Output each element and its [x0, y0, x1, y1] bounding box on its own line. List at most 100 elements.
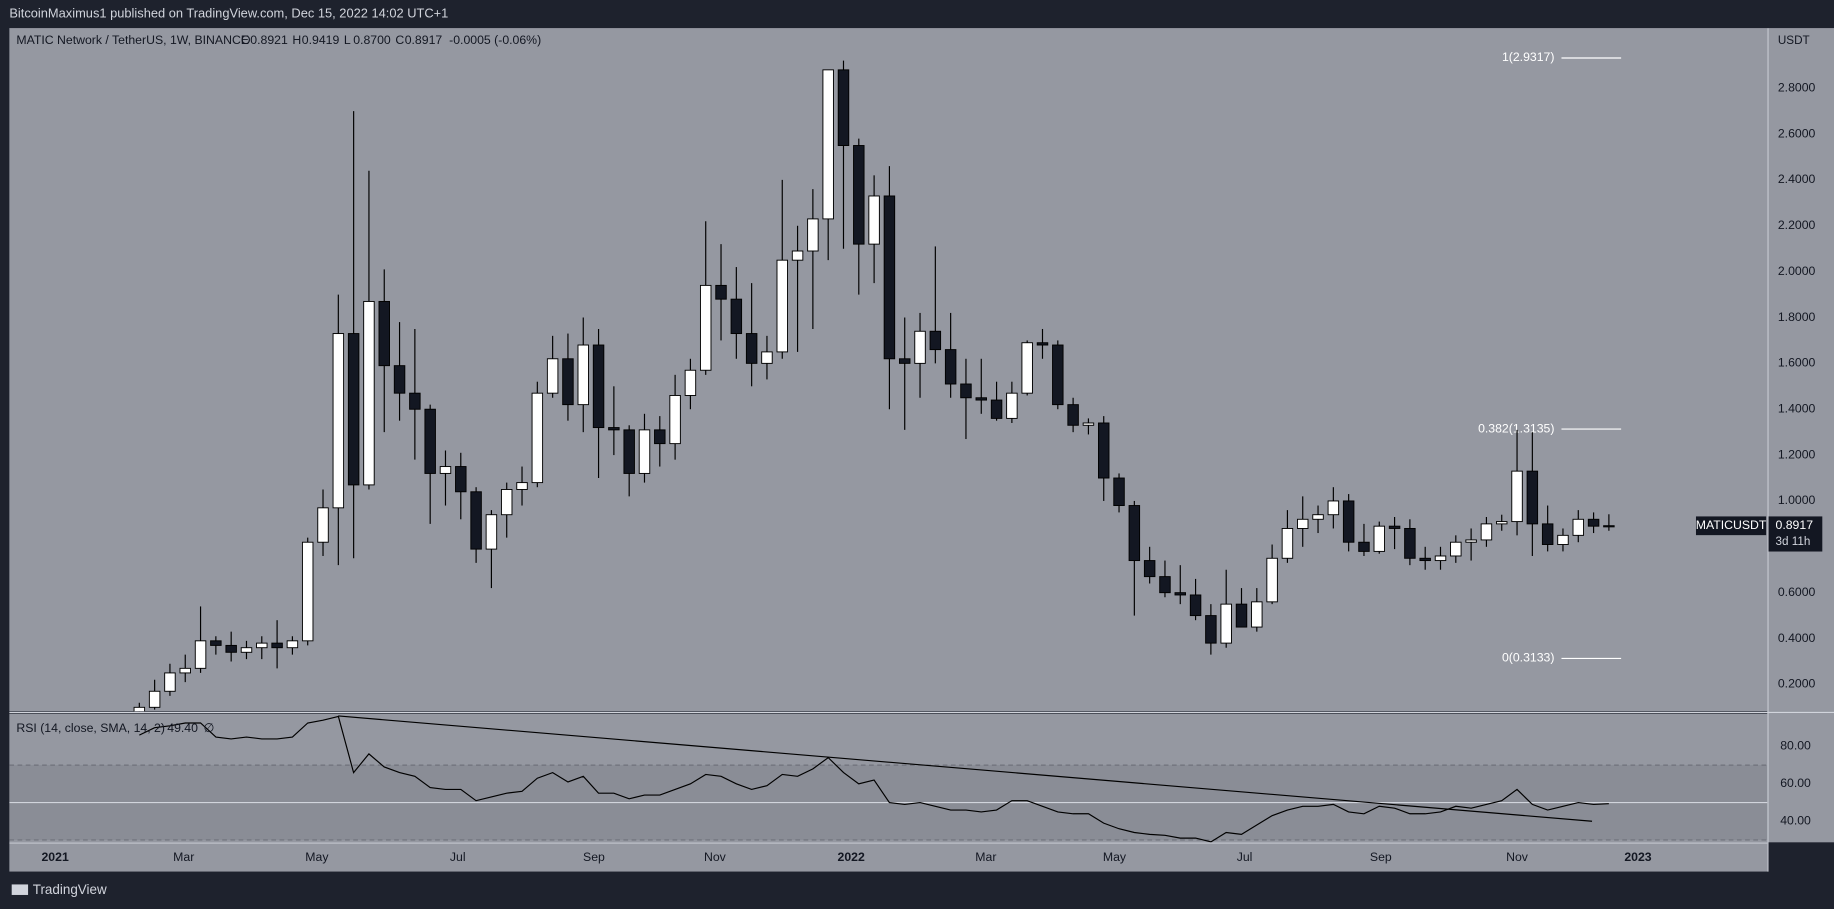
candle-body	[485, 514, 498, 550]
y-tick-label: 1.0000	[1778, 493, 1816, 507]
candle-body	[776, 259, 788, 353]
x-tick-label: May	[305, 850, 329, 864]
x-tick-label: Mar	[975, 850, 996, 864]
x-tick-label: 2023	[1624, 850, 1651, 864]
candle-body	[883, 195, 896, 360]
candle-body	[638, 429, 651, 474]
rsi-value: 49.40	[167, 721, 198, 735]
rsi-plot	[9, 715, 1768, 843]
candle-body	[791, 250, 804, 261]
candle-body	[148, 690, 161, 708]
candle-body	[592, 344, 605, 429]
candle-body	[1388, 525, 1401, 529]
y-tick-label: 40.00	[1780, 814, 1811, 828]
candle-body	[546, 358, 559, 394]
x-tick-label: Sep	[583, 850, 605, 864]
candle-body	[1587, 518, 1600, 527]
x-tick-label: Sep	[1370, 850, 1392, 864]
x-tick-label: Mar	[173, 850, 194, 864]
candle-body	[1006, 392, 1018, 419]
legend-key: O	[241, 33, 251, 47]
price-axis	[1768, 28, 1834, 843]
candle-body	[853, 145, 865, 245]
brand: TradingView	[11, 882, 107, 897]
candle-body	[929, 330, 942, 351]
candle-body	[960, 383, 972, 399]
x-tick-label: Nov	[1506, 850, 1529, 864]
candle-body	[1572, 518, 1585, 536]
candle-body	[301, 541, 314, 642]
candle-body	[1434, 555, 1447, 562]
candle-body	[1021, 342, 1033, 394]
candle-body	[500, 489, 513, 516]
candle-body	[1404, 527, 1416, 559]
candle-body	[393, 365, 406, 394]
candle-body	[1251, 601, 1263, 628]
candle-body	[1297, 518, 1309, 529]
fib-label: 1(2.9317)	[1502, 50, 1555, 64]
candle-body	[256, 642, 268, 649]
y-tick-label: 1.2000	[1778, 447, 1816, 461]
fib-label: 0(0.3133)	[1502, 651, 1555, 665]
legend-value: 0.8921	[250, 33, 288, 47]
candle-body	[1097, 422, 1110, 479]
logo	[11, 884, 29, 895]
candle-body	[179, 667, 191, 674]
time-axis	[9, 843, 1768, 872]
candle-body	[669, 395, 681, 445]
axis-unit: USDT	[1778, 34, 1810, 47]
legend-value: 0.9419	[302, 33, 340, 47]
y-tick-label: 2.2000	[1778, 218, 1816, 232]
candle-body	[990, 399, 1003, 419]
y-tick-label: 60.00	[1780, 776, 1811, 790]
x-tick-label: May	[1103, 850, 1127, 864]
legend-value: 0.8700	[353, 33, 391, 47]
legend-change: -0.0005 (-0.06%)	[449, 33, 541, 47]
symbol-name: MATICUSDT	[1696, 518, 1767, 532]
candle-body	[623, 429, 635, 474]
candle-body	[608, 427, 620, 431]
y-tick-label: 0.6000	[1778, 585, 1816, 599]
candle-body	[194, 640, 207, 669]
candle-body	[1358, 541, 1370, 552]
candle-body	[1052, 344, 1064, 406]
y-tick-label: 0.2000	[1778, 677, 1816, 691]
y-tick-label: 1.4000	[1778, 401, 1816, 415]
candle-body	[1312, 514, 1324, 520]
fib-label: 0.382(1.3135)	[1478, 421, 1554, 435]
y-tick-label: 0.4000	[1778, 631, 1816, 645]
candle-body	[240, 647, 253, 653]
candle-body	[455, 466, 467, 493]
rsi-flag: ∅	[204, 721, 215, 735]
candle-body	[210, 640, 222, 646]
candle-body	[1496, 521, 1508, 525]
candle-body	[699, 284, 712, 371]
legend-key: L	[344, 33, 351, 47]
candle-body	[1235, 603, 1248, 628]
legend-value: 0.8917	[405, 33, 443, 47]
rsi-title: RSI (14, close, SMA, 14, 2)	[16, 721, 165, 735]
candle-body	[271, 642, 283, 649]
price-tag-countdown: 3d 11h	[1776, 535, 1811, 548]
candle-body	[1557, 534, 1569, 545]
candle-body	[1480, 523, 1493, 541]
candle-body	[1342, 500, 1355, 543]
candle-body	[975, 397, 987, 401]
candle-body	[1189, 594, 1202, 617]
candle-body	[531, 392, 544, 484]
candle-body	[378, 300, 390, 367]
x-tick-label: Jul	[450, 850, 466, 864]
y-tick-label: 2.6000	[1778, 126, 1816, 140]
legend-key: H	[292, 33, 301, 47]
overlay: 2021 Mar May Jul Sep Nov 2022 Mar May Jul Sep Nov 20…	[16, 33, 1823, 864]
x-tick-label: Jul	[1237, 850, 1253, 864]
candle-body	[1128, 505, 1141, 562]
candle-body	[684, 369, 697, 396]
candle-body	[424, 408, 436, 474]
candle-body	[1419, 557, 1431, 562]
candle-body	[868, 195, 880, 245]
candle-body	[1541, 523, 1554, 545]
legend-key: C	[395, 33, 404, 47]
price-tag-value: 0.8917	[1776, 518, 1814, 532]
